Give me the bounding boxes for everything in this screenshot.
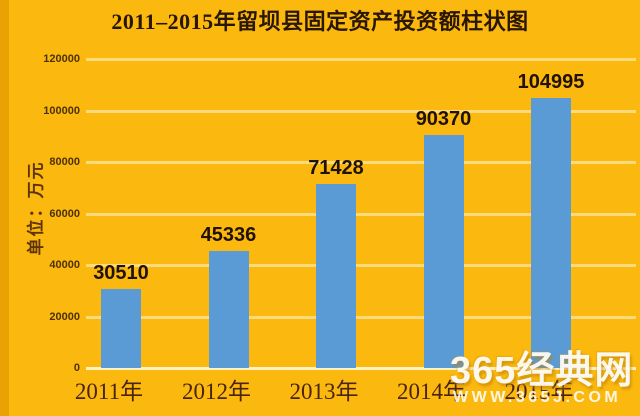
bar-2013年: [316, 184, 356, 368]
y-tick-100000: 100000: [43, 104, 80, 117]
gridline-20000: [86, 315, 636, 319]
watermark-url-text: WWW.365J.COM: [453, 389, 622, 406]
value-label-2012年: 45336: [200, 224, 257, 247]
bar-2014年: [423, 135, 464, 368]
value-label-2013年: 71428: [308, 157, 364, 180]
bar-2015年: [531, 97, 571, 368]
y-tick-120000: 120000: [43, 53, 80, 65]
gridline-100000: [86, 109, 636, 113]
watermark-brand-text: 365经典网: [450, 350, 634, 392]
x-tick-2011年: 2011年: [74, 379, 144, 404]
x-tick-2012年: 2012年: [182, 379, 251, 404]
value-label-2015年: 104995: [517, 70, 585, 93]
left-edge-band: [0, 0, 9, 416]
x-tick-2014年: 2014年: [397, 379, 466, 404]
x-tick-2015年: 2015年: [504, 379, 574, 404]
watermark: 365经典网 WWW.365J.COM: [450, 350, 633, 407]
gridline-80000: [86, 161, 636, 164]
gridline-40000: [86, 264, 636, 267]
gridline-60000: [86, 212, 636, 216]
value-label-2014年: 90370: [415, 108, 472, 131]
y-tick-60000: 60000: [49, 207, 80, 220]
bar-2011年: [101, 289, 141, 368]
gridline-0: [86, 367, 636, 370]
y-tick-0: 0: [73, 362, 80, 374]
gridline-120000: [86, 58, 636, 61]
chart-title: 2011–2015年留坝县固定资产投资额柱状图: [111, 9, 529, 34]
bar-2012年: [208, 251, 249, 368]
y-tick-40000: 40000: [49, 259, 80, 271]
x-tick-2013年: 2013年: [289, 379, 359, 404]
y-tick-80000: 80000: [49, 156, 80, 168]
value-label-2011年: 30510: [93, 262, 149, 285]
y-tick-20000: 20000: [49, 310, 80, 323]
